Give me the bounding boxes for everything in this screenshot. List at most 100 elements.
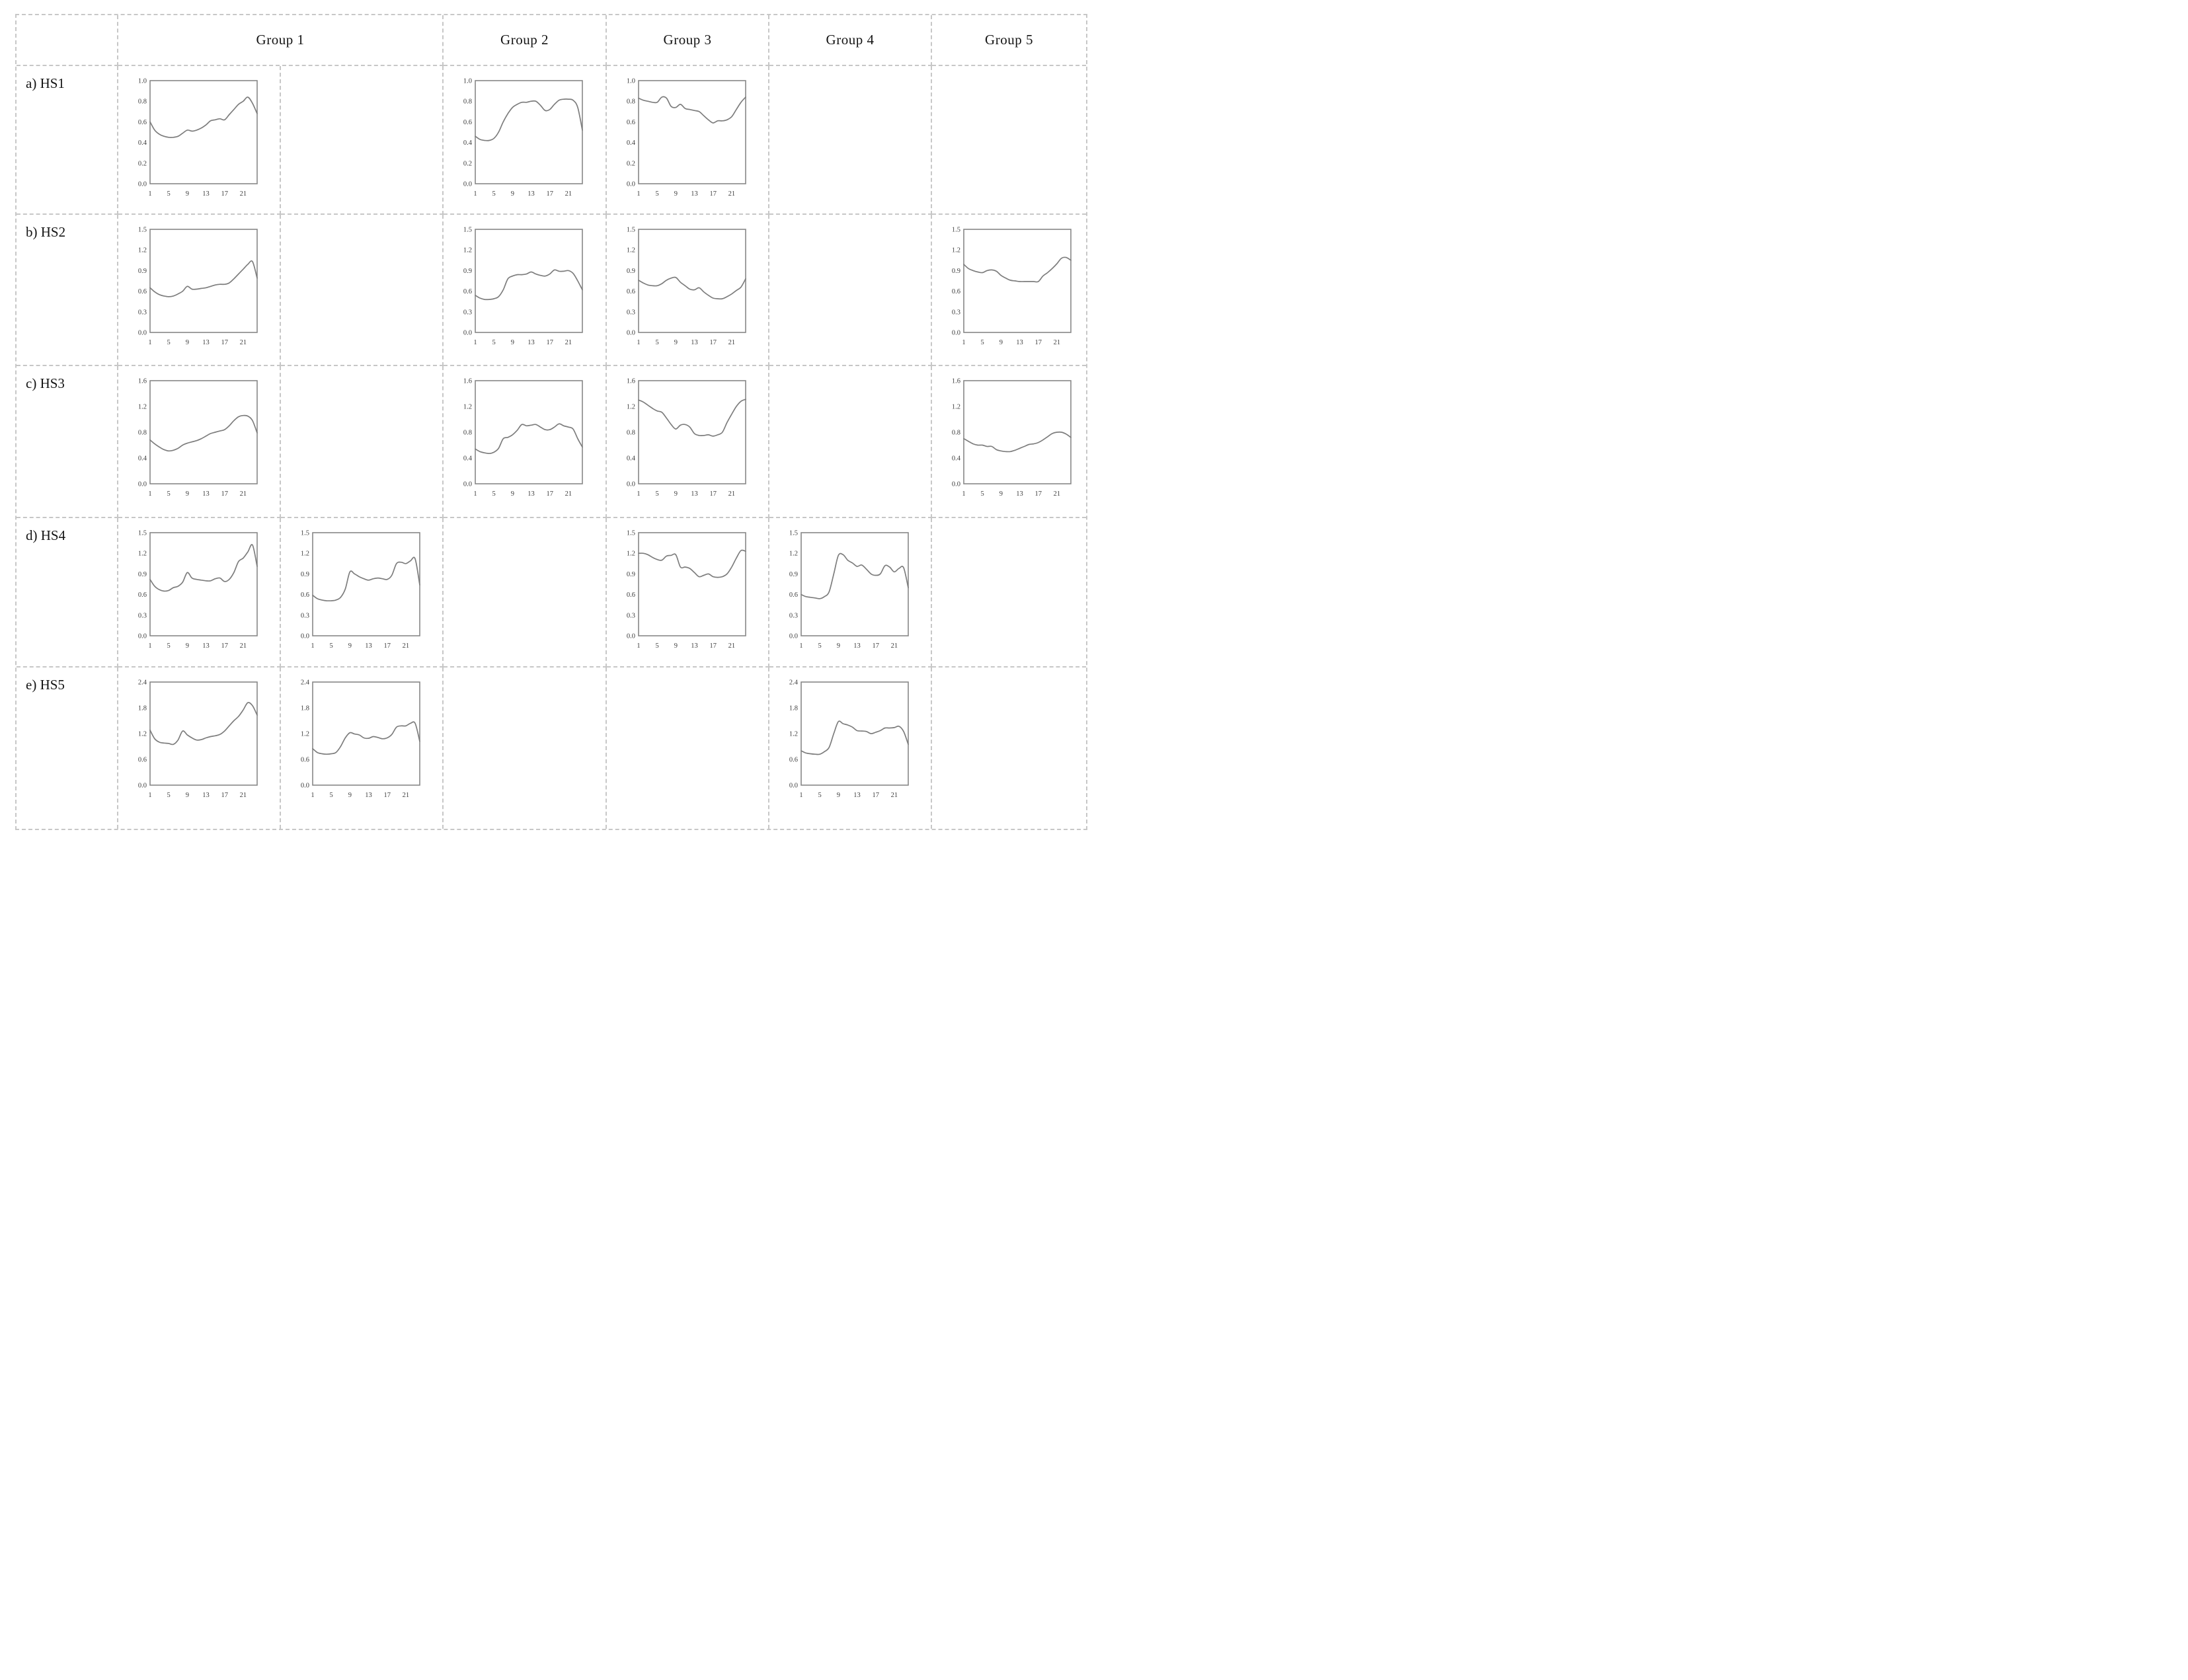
x-tick-label: 13 — [202, 190, 210, 198]
y-tick-label: 2.4 — [789, 679, 799, 687]
series-line — [149, 260, 258, 297]
x-tick-label: 13 — [202, 490, 210, 498]
y-tick-label: 0.8 — [138, 98, 147, 106]
cell-hs3-group3: 0.0 0.4 0.8 1.2 1.6 1 5 9 13 17 21 — [607, 366, 769, 518]
x-tick-label: 17 — [383, 642, 391, 650]
y-tick-label: 1.5 — [301, 530, 309, 537]
x-tick-label: 21 — [240, 190, 247, 198]
chart-hs1-group1: 0.0 0.2 0.4 0.6 0.8 1.0 1 5 9 13 17 21 — [128, 74, 268, 208]
x-tick-label: 17 — [709, 490, 717, 498]
y-tick-label: 0.9 — [138, 571, 147, 578]
x-tick-label: 5 — [167, 642, 171, 650]
plot-area — [475, 229, 583, 333]
cell-hs2-group4-empty — [769, 215, 932, 366]
chart-hs3-group2: 0.0 0.4 0.8 1.2 1.6 1 5 9 13 17 21 — [453, 374, 593, 508]
y-tick-label: 0.6 — [627, 592, 635, 599]
y-tick-label: 0.6 — [463, 119, 472, 126]
cell-hs3-group5: 0.0 0.4 0.8 1.2 1.6 1 5 9 13 17 21 — [932, 366, 1086, 518]
x-tick-label: 13 — [527, 339, 535, 346]
series-line — [149, 96, 258, 138]
x-tick-label: 9 — [186, 339, 189, 346]
chart-hs4-group1a: 0.0 0.3 0.6 0.9 1.2 1.5 1 5 9 13 17 21 — [128, 526, 268, 660]
x-tick-label: 1 — [637, 490, 640, 498]
y-tick-label: 0.0 — [463, 181, 472, 188]
y-tick-label: 0.6 — [789, 757, 798, 764]
plot-area — [149, 80, 258, 184]
x-tick-label: 1 — [962, 339, 965, 346]
chart-hs2-group2: 0.0 0.3 0.6 0.9 1.2 1.5 1 5 9 13 17 21 — [453, 223, 593, 357]
y-tick-label: 2.4 — [301, 679, 310, 687]
group-4-label: Group 4 — [826, 32, 875, 48]
x-tick-label: 13 — [202, 792, 210, 799]
y-tick-label: 0.0 — [463, 330, 472, 337]
x-tick-label: 5 — [492, 490, 496, 498]
y-tick-label: 0.0 — [138, 330, 147, 337]
x-tick-label: 21 — [1054, 339, 1061, 346]
x-tick-label: 5 — [656, 642, 659, 650]
x-tick-label: 9 — [674, 642, 678, 650]
x-tick-label: 17 — [221, 190, 228, 198]
x-tick-label: 5 — [167, 190, 171, 198]
x-tick-label: 21 — [240, 642, 247, 650]
y-tick-label: 1.8 — [789, 705, 798, 712]
cell-hs5-group1b: 0.0 0.6 1.2 1.8 2.4 1 5 9 13 17 21 — [281, 668, 444, 829]
series-line — [963, 256, 1072, 283]
y-tick-label: 0.8 — [463, 98, 472, 106]
row-label-hs1: a) HS1 — [17, 66, 118, 215]
plot-area — [963, 380, 1072, 484]
y-tick-label: 0.9 — [463, 268, 472, 275]
group-3-label: Group 3 — [663, 32, 712, 48]
x-tick-label: 13 — [202, 642, 210, 650]
cell-hs1-group5-empty — [932, 66, 1086, 215]
cell-hs2-group2: 0.0 0.3 0.6 0.9 1.2 1.5 1 5 9 13 17 21 — [444, 215, 607, 366]
chart-svg-hs4-g4: 0.0 0.3 0.6 0.9 1.2 1.5 1 5 9 13 17 21 — [789, 530, 909, 650]
y-tick-label: 0.4 — [952, 455, 961, 463]
chart-hs5-group4: 0.0 0.6 1.2 1.8 2.4 1 5 9 13 17 21 — [779, 675, 919, 810]
cell-hs1-group2: 0.0 0.2 0.4 0.6 0.8 1.0 1 5 9 13 17 21 — [444, 66, 607, 215]
y-tick-label: 0.4 — [138, 455, 147, 463]
x-tick-label: 9 — [999, 490, 1003, 498]
y-tick-label: 1.2 — [789, 551, 798, 558]
row-label-hs4: d) HS4 — [17, 518, 118, 668]
x-tick-label: 17 — [872, 792, 879, 799]
y-tick-label: 1.2 — [138, 551, 147, 558]
x-tick-label: 21 — [240, 792, 247, 799]
x-tick-label: 21 — [891, 792, 898, 799]
x-tick-label: 21 — [240, 339, 247, 346]
y-tick-label: 1.6 — [627, 378, 635, 385]
small-multiples-table: Group 1 Group 2 Group 3 Group 4 Group 5 … — [15, 14, 1087, 830]
y-tick-label: 0.9 — [627, 268, 635, 275]
cell-hs4-group2-empty — [444, 518, 607, 668]
y-tick-label: 1.6 — [952, 378, 960, 385]
y-tick-label: 0.0 — [789, 633, 798, 640]
cell-hs3-group4-empty — [769, 366, 932, 518]
chart-hs1-group2: 0.0 0.2 0.4 0.6 0.8 1.0 1 5 9 13 17 21 — [453, 74, 593, 208]
y-tick-label: 0.6 — [138, 119, 147, 126]
x-tick-label: 5 — [656, 339, 659, 346]
x-tick-label: 17 — [221, 490, 228, 498]
y-tick-label: 1.5 — [627, 227, 635, 234]
y-tick-label: 0.9 — [789, 571, 798, 578]
y-tick-label: 0.6 — [138, 757, 147, 764]
y-tick-label: 0.6 — [138, 288, 147, 295]
x-tick-label: 13 — [691, 190, 698, 198]
chart-svg-hs3-g3: 0.0 0.4 0.8 1.2 1.6 1 5 9 13 17 21 — [627, 378, 746, 498]
x-tick-label: 1 — [799, 792, 802, 799]
y-tick-label: 0.0 — [627, 481, 635, 488]
plot-area — [638, 80, 746, 184]
x-tick-label: 5 — [492, 339, 496, 346]
x-tick-label: 21 — [240, 490, 247, 498]
y-tick-label: 0.8 — [138, 430, 147, 437]
x-tick-label: 13 — [365, 792, 372, 799]
x-tick-label: 1 — [148, 190, 151, 198]
y-tick-label: 1.2 — [627, 404, 635, 411]
y-tick-label: 0.9 — [301, 571, 309, 578]
y-tick-label: 0.0 — [952, 481, 960, 488]
chart-svg-hs2-g3: 0.0 0.3 0.6 0.9 1.2 1.5 1 5 9 13 17 21 — [627, 227, 746, 346]
y-tick-label: 1.2 — [952, 247, 960, 254]
cell-hs2-group1b-empty — [281, 215, 444, 366]
y-tick-label: 1.5 — [952, 227, 960, 234]
chart-hs2-group1: 0.0 0.3 0.6 0.9 1.2 1.5 1 5 9 13 17 21 — [128, 223, 268, 357]
x-tick-label: 13 — [527, 190, 535, 198]
x-tick-label: 17 — [221, 339, 228, 346]
